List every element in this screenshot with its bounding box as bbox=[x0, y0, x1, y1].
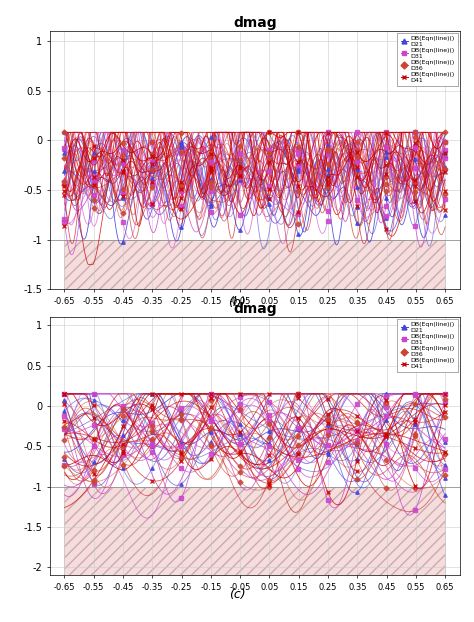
Text: (c): (c) bbox=[228, 588, 246, 601]
Title: dmag: dmag bbox=[233, 302, 277, 316]
Title: dmag: dmag bbox=[233, 16, 277, 30]
Text: (b): (b) bbox=[228, 296, 246, 309]
Legend: DB(Eqn(line)()
D21, DB(Eqn(line)()
D31, DB(Eqn(line)()
D36, DB(Eqn(line)()
D41: DB(Eqn(line)() D21, DB(Eqn(line)() D31, … bbox=[397, 33, 458, 86]
Legend: DB(Eqn(line)()
D21, DB(Eqn(line)()
D31, DB(Eqn(line)()
D36, DB(Eqn(line)()
D41: DB(Eqn(line)() D21, DB(Eqn(line)() D31, … bbox=[397, 319, 458, 373]
